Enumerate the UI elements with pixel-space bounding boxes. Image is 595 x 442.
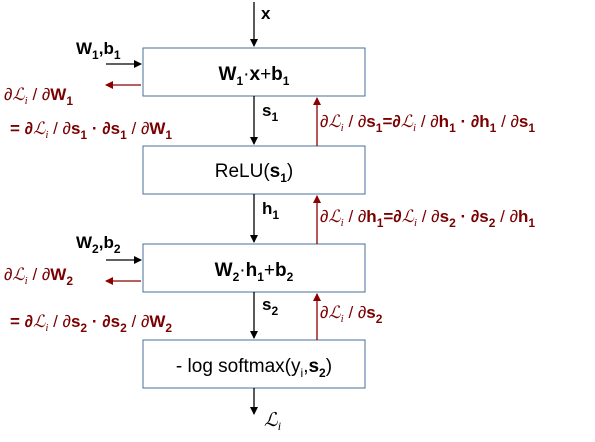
linear-layer-2-box: [142, 243, 366, 293]
relu-formula: ReLU(s1): [215, 161, 294, 185]
grad-w2-label: ∂ℒi / ∂W2: [4, 265, 73, 288]
linear-layer-1-box: [142, 47, 366, 97]
loss-output-label: ℒi: [264, 410, 281, 433]
s2-label: s2: [262, 295, 278, 318]
grad-s2-label: ∂ℒi / ∂s2: [320, 303, 383, 326]
grad-w1-chain-label: = ∂ℒi / ∂s1 · ∂s1 / ∂W1: [10, 119, 172, 142]
h1-label: h1: [262, 199, 279, 222]
input-label: x: [261, 4, 271, 23]
loss-formula: - log softmax(yi,s2): [176, 356, 332, 380]
grad-w2-chain-label: = ∂ℒi / ∂s2 · ∂s2 / ∂W2: [10, 312, 172, 335]
linear-layer-2-formula: W2·h1+b2: [215, 260, 294, 284]
params-1-label: W1,b1: [76, 39, 121, 62]
s1-label: s1: [262, 101, 278, 124]
grad-w1-label: ∂ℒi / ∂W1: [4, 85, 73, 108]
loss-box: [142, 339, 366, 389]
grad-h1-label: ∂ℒi / ∂h1=∂ℒi / ∂s2 · ∂s2 / ∂h1: [320, 207, 535, 230]
relu-box: [142, 145, 366, 195]
params-2-label: W2,b2: [76, 233, 121, 256]
linear-layer-1-formula: W1·x+b1: [219, 64, 290, 88]
grad-s1-label: ∂ℒi / ∂s1=∂ℒi / ∂h1 · ∂h1 / ∂s1: [320, 112, 535, 135]
